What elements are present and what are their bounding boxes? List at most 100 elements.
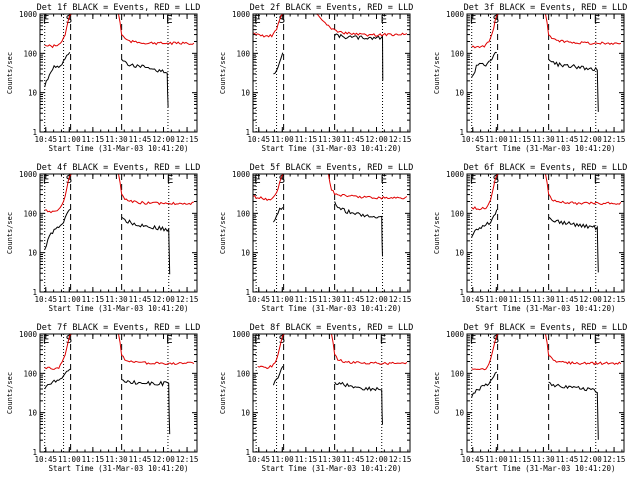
x-tick-label: 11:00 (485, 135, 508, 144)
plot-frame (252, 333, 411, 453)
series-events-line (471, 371, 599, 440)
panel-det-2f: Det 2f BLACK = Events, RED = LLD Counts/s… (219, 3, 413, 153)
x-tick-label: 11:45 (556, 135, 579, 144)
series-lld-line (257, 334, 408, 370)
y-tick-label: 1 (245, 448, 250, 457)
time-marker-label: S (493, 173, 500, 186)
x-tick-label: 11:00 (485, 295, 508, 304)
x-tick-label: 11:30 (105, 455, 128, 464)
series-events-line (272, 201, 383, 257)
time-marker-label: E (594, 333, 601, 346)
y-tick-label: 1000 (232, 330, 251, 339)
x-tick-label: 12:15 (389, 455, 412, 464)
series-lld-line (44, 14, 195, 49)
x-tick-label: 12:00 (152, 295, 175, 304)
y-tick-label: 1000 (232, 10, 251, 19)
x-tick-label: 11:30 (532, 135, 555, 144)
series-lld-line (471, 174, 622, 211)
panel-det-1f: Det 1f BLACK = Events, RED = LLD Counts/s… (6, 3, 200, 153)
x-tick-label: 11:45 (342, 455, 365, 464)
y-tick-label: 10 (455, 89, 465, 98)
y-axis-label: Counts/sec (219, 372, 227, 414)
plot-frame (466, 173, 625, 293)
time-marker-label: E (254, 13, 261, 26)
panel-title: Det 8f BLACK = Events, RED = LLD (250, 323, 414, 333)
time-marker-label: E (43, 13, 50, 26)
x-tick-label: 11:45 (342, 295, 365, 304)
y-tick-label: 10 (28, 409, 38, 418)
x-tick-label: 11:00 (271, 455, 294, 464)
plot-frame (466, 333, 625, 453)
panel-title: Det 1f BLACK = Events, RED = LLD (37, 3, 201, 13)
x-tick-label: 11:15 (295, 135, 318, 144)
time-marker-label: E (43, 173, 50, 186)
x-tick-label: 12:15 (176, 455, 199, 464)
panel-det-7f: Det 7f BLACK = Events, RED = LLD Counts/s… (6, 323, 200, 473)
y-axis-label: Counts/sec (6, 212, 14, 254)
time-marker-label: E (381, 173, 388, 186)
time-marker-label: E (167, 173, 174, 186)
time-marker-label: E (254, 333, 261, 346)
y-tick-label: 100 (450, 369, 464, 378)
series-events-line (471, 209, 599, 273)
time-marker-label: E (381, 13, 388, 26)
y-tick-label: 1 (459, 288, 464, 297)
x-tick-label: 11:15 (82, 135, 105, 144)
x-tick-label: 11:00 (58, 455, 81, 464)
panel-title: Det 2f BLACK = Events, RED = LLD (250, 3, 414, 13)
panel-title: Det 3f BLACK = Events, RED = LLD (464, 3, 628, 13)
x-tick-label: 10:45 (461, 295, 484, 304)
x-tick-label: 11:45 (129, 135, 152, 144)
y-tick-label: 1 (32, 128, 37, 137)
x-tick-label: 12:15 (603, 455, 626, 464)
series-events-line (44, 208, 171, 275)
series-events-line (44, 52, 169, 108)
y-axis-label: Counts/sec (219, 212, 227, 254)
y-tick-label: 1000 (446, 10, 465, 19)
series-lld-line (44, 174, 194, 214)
x-tick-label: 12:15 (176, 295, 199, 304)
time-marker-label: E (594, 13, 601, 26)
x-tick-label: 11:30 (105, 295, 128, 304)
series-lld-line (471, 334, 622, 371)
y-tick-label: 100 (236, 49, 250, 58)
plot-frame (39, 13, 198, 133)
x-tick-label: 12:00 (579, 455, 602, 464)
y-tick-label: 100 (23, 369, 37, 378)
y-tick-label: 1000 (446, 330, 465, 339)
x-tick-label: 12:15 (603, 295, 626, 304)
x-tick-label: 11:15 (82, 295, 105, 304)
x-tick-label: 11:45 (556, 295, 579, 304)
panel-title: Det 9f BLACK = Events, RED = LLD (464, 323, 628, 333)
panel-det-9f: Det 9f BLACK = Events, RED = LLD Counts/s… (433, 323, 627, 473)
y-tick-label: 100 (236, 209, 250, 218)
x-tick-label: 12:00 (365, 135, 388, 144)
plot-frame (39, 173, 198, 293)
x-tick-label: 11:15 (509, 295, 532, 304)
x-tick-label: 11:30 (318, 295, 341, 304)
x-tick-label: 10:45 (247, 135, 270, 144)
x-axis-label: Start Time (31-Mar-03 10:41:20) (49, 304, 189, 313)
time-marker-label: E (254, 173, 261, 186)
y-tick-label: 10 (241, 409, 251, 418)
x-tick-label: 12:15 (176, 135, 199, 144)
x-tick-label: 10:45 (34, 135, 57, 144)
series-lld-line (253, 174, 408, 201)
x-tick-label: 12:00 (152, 135, 175, 144)
x-tick-label: 10:45 (461, 455, 484, 464)
y-tick-label: 1 (459, 448, 464, 457)
series-lld-line (471, 14, 622, 49)
panel-det-5f: Det 5f BLACK = Events, RED = LLD Counts/s… (219, 163, 413, 313)
y-tick-label: 1 (245, 128, 250, 137)
panel-det-6f: Det 6f BLACK = Events, RED = LLD Counts/s… (433, 163, 627, 313)
y-tick-label: 100 (450, 49, 464, 58)
y-tick-label: 10 (28, 249, 38, 258)
x-tick-label: 11:15 (509, 455, 532, 464)
series-events-line (471, 51, 599, 112)
x-tick-label: 12:00 (152, 455, 175, 464)
x-tick-label: 11:00 (58, 135, 81, 144)
series-events-line (272, 365, 383, 425)
x-axis-label: Start Time (31-Mar-03 10:41:20) (262, 464, 402, 473)
x-axis-label: Start Time (31-Mar-03 10:41:20) (262, 144, 402, 153)
panel-title: Det 6f BLACK = Events, RED = LLD (464, 163, 628, 173)
